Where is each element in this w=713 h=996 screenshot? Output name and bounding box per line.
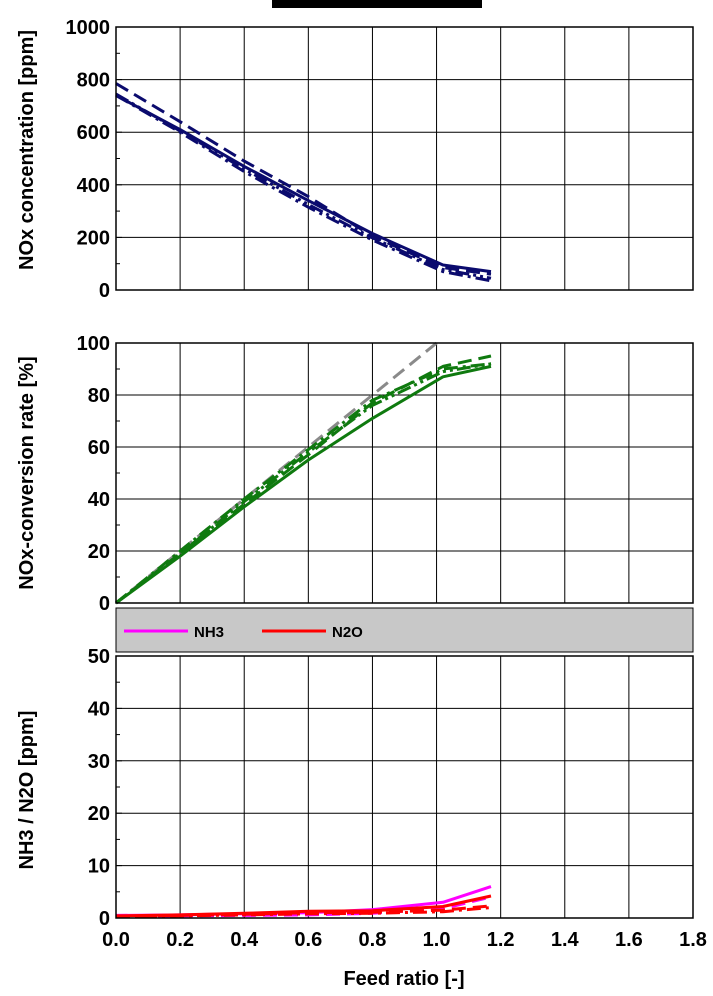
nox-conversion-ylabel: NOx-conversion rate [%]: [16, 356, 38, 589]
y-tick-label: 200: [77, 227, 110, 249]
y-tick-label: 20: [88, 541, 110, 563]
plot-frame: [115, 655, 694, 919]
y-tick-label: 30: [88, 751, 110, 773]
y-tick-label: 40: [88, 698, 110, 720]
series-line-dashdotdot: [115, 92, 492, 280]
y-tick-label: 0: [99, 280, 110, 302]
y-tick-label: 10: [88, 856, 110, 878]
legend-n2o-label: N2O: [332, 624, 363, 641]
x-tick-label: 1.0: [423, 929, 451, 951]
x-tick-label: 0.0: [102, 929, 130, 951]
y-tick-label: 60: [88, 437, 110, 459]
x-tick-label: 0.6: [294, 929, 322, 951]
y-tick-label: 80: [88, 385, 110, 407]
x-tick-label: 0.4: [230, 929, 259, 951]
plot-frame: [115, 342, 694, 604]
y-tick-label: 0: [99, 593, 110, 615]
x-axis-label: Feed ratio [-]: [343, 968, 464, 990]
x-tick-label: 1.6: [615, 929, 643, 951]
y-tick-label: 0: [99, 908, 110, 930]
title-bar: [272, 0, 482, 8]
legend: NH3 N2O: [115, 607, 694, 653]
nox-conversion-panel: 0 20 40 60 80 100: [77, 333, 694, 615]
y-tick-label: 100: [77, 333, 110, 355]
legend-nh3-label: NH3: [194, 624, 224, 641]
nh3-n2o-ylabel: NH3 / N2O [ppm]: [16, 711, 38, 870]
y-tick-label: 1000: [66, 17, 111, 39]
plot-area: [116, 656, 693, 918]
plot-area: [116, 27, 693, 290]
y-tick-label: 800: [77, 70, 110, 92]
series-line-solid: [115, 364, 492, 605]
legend-background: [115, 607, 694, 653]
series-line-dashdot: [115, 362, 492, 605]
x-tick-label: 0.2: [166, 929, 194, 951]
y-tick-label: 400: [77, 175, 110, 197]
series-line-dashed: [115, 82, 492, 276]
y-tick-label: 600: [77, 122, 110, 144]
x-tick-label: 1.4: [551, 929, 580, 951]
series-line-n2o-dashdot: [115, 906, 492, 919]
x-tick-label: 1.8: [679, 929, 707, 951]
nox-concentration-panel: 0 200 400 600 800 1000: [66, 17, 694, 302]
y-tick-label: 40: [88, 489, 110, 511]
plot-frame: [115, 26, 694, 291]
nox-concentration-ylabel: NOx concentration [ppm]: [16, 30, 38, 270]
x-tick-label: 1.2: [487, 929, 515, 951]
x-tick-label: 0.8: [359, 929, 387, 951]
nh3-n2o-panel: 0 10 20 30 40 50 0.0 0.2 0.4 0.6 0.8 1.0 1.2 1.4 1.6 1.…: [88, 646, 707, 951]
series-line-dashed: [115, 341, 438, 605]
y-tick-label: 20: [88, 803, 110, 825]
series-line-dashdotdot: [115, 362, 492, 605]
plot-area: [116, 343, 693, 603]
y-tick-label: 50: [88, 646, 110, 668]
series-line-dashed: [115, 354, 492, 605]
